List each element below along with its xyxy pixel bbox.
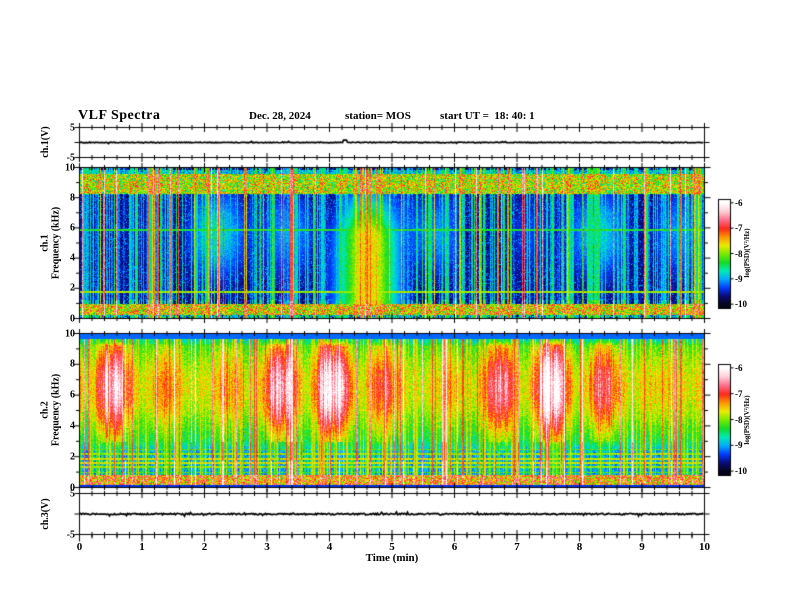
tick-label: 4 [326, 541, 333, 553]
time-axis-label: Time (min) [365, 552, 419, 564]
tick-label: -6 [735, 362, 743, 373]
start-ut-label: start UT = 18: 40: 1 [440, 110, 535, 122]
tick-label: 5 [389, 541, 395, 553]
tick-label: 0 [70, 313, 75, 324]
tick-label: -7 [735, 388, 743, 399]
tick-label: -9 [735, 273, 743, 284]
tick-label: 2 [201, 541, 208, 553]
tick-label: 2 [70, 282, 75, 294]
tick-label: -5 [66, 152, 75, 163]
tick-label: 10 [65, 162, 75, 173]
ch2-frequency-axis-label: ch.2 Frequency (kHz) [39, 373, 62, 447]
tick-label: 5 [70, 488, 75, 499]
tick-label: 7 [514, 541, 520, 553]
tick-label: -9 [735, 440, 743, 451]
tick-label: 9 [639, 541, 645, 553]
tick-label: -10 [735, 466, 747, 477]
tick-label: 8 [70, 358, 75, 370]
ch1-voltage-axis-label: ch.1(V) [39, 126, 51, 158]
ch1-frequency-axis-label: ch.1 Frequency (kHz) [39, 206, 62, 280]
tick-label: -8 [735, 414, 743, 425]
tick-label: -8 [735, 248, 743, 259]
colorbar1-label: log(PSD)(V²/Hz) [743, 228, 751, 278]
tick-label: 5 [70, 122, 75, 133]
tick-label: 6 [70, 222, 75, 234]
tick-label: 10 [65, 328, 75, 339]
station-label: station= MOS [345, 110, 411, 122]
colorbar2-label: log(PSD)(V²/Hz) [743, 395, 751, 445]
tick-label: 4 [70, 252, 75, 264]
tick-label: 4 [70, 420, 75, 432]
tick-label: 0 [70, 482, 75, 493]
tick-label: 6 [451, 541, 458, 553]
tick-label: 8 [576, 541, 583, 553]
tick-label: -10 [735, 299, 747, 310]
tick-label: 2 [70, 451, 75, 463]
tick-label: 3 [264, 541, 270, 553]
tick-label: 1 [139, 541, 145, 553]
tick-label: -5 [66, 529, 75, 540]
tick-label: 10 [699, 541, 710, 553]
tick-label: 0 [76, 541, 83, 553]
plot-title: VLF Spectra [78, 108, 161, 123]
tick-label: -6 [735, 197, 743, 208]
tick-label: 8 [70, 192, 75, 204]
tick-label: 6 [70, 389, 75, 401]
ch3-voltage-axis-label: ch.3(V) [39, 498, 51, 530]
tick-label: -7 [735, 223, 743, 234]
date-label: Dec. 28, 2024 [249, 110, 311, 122]
